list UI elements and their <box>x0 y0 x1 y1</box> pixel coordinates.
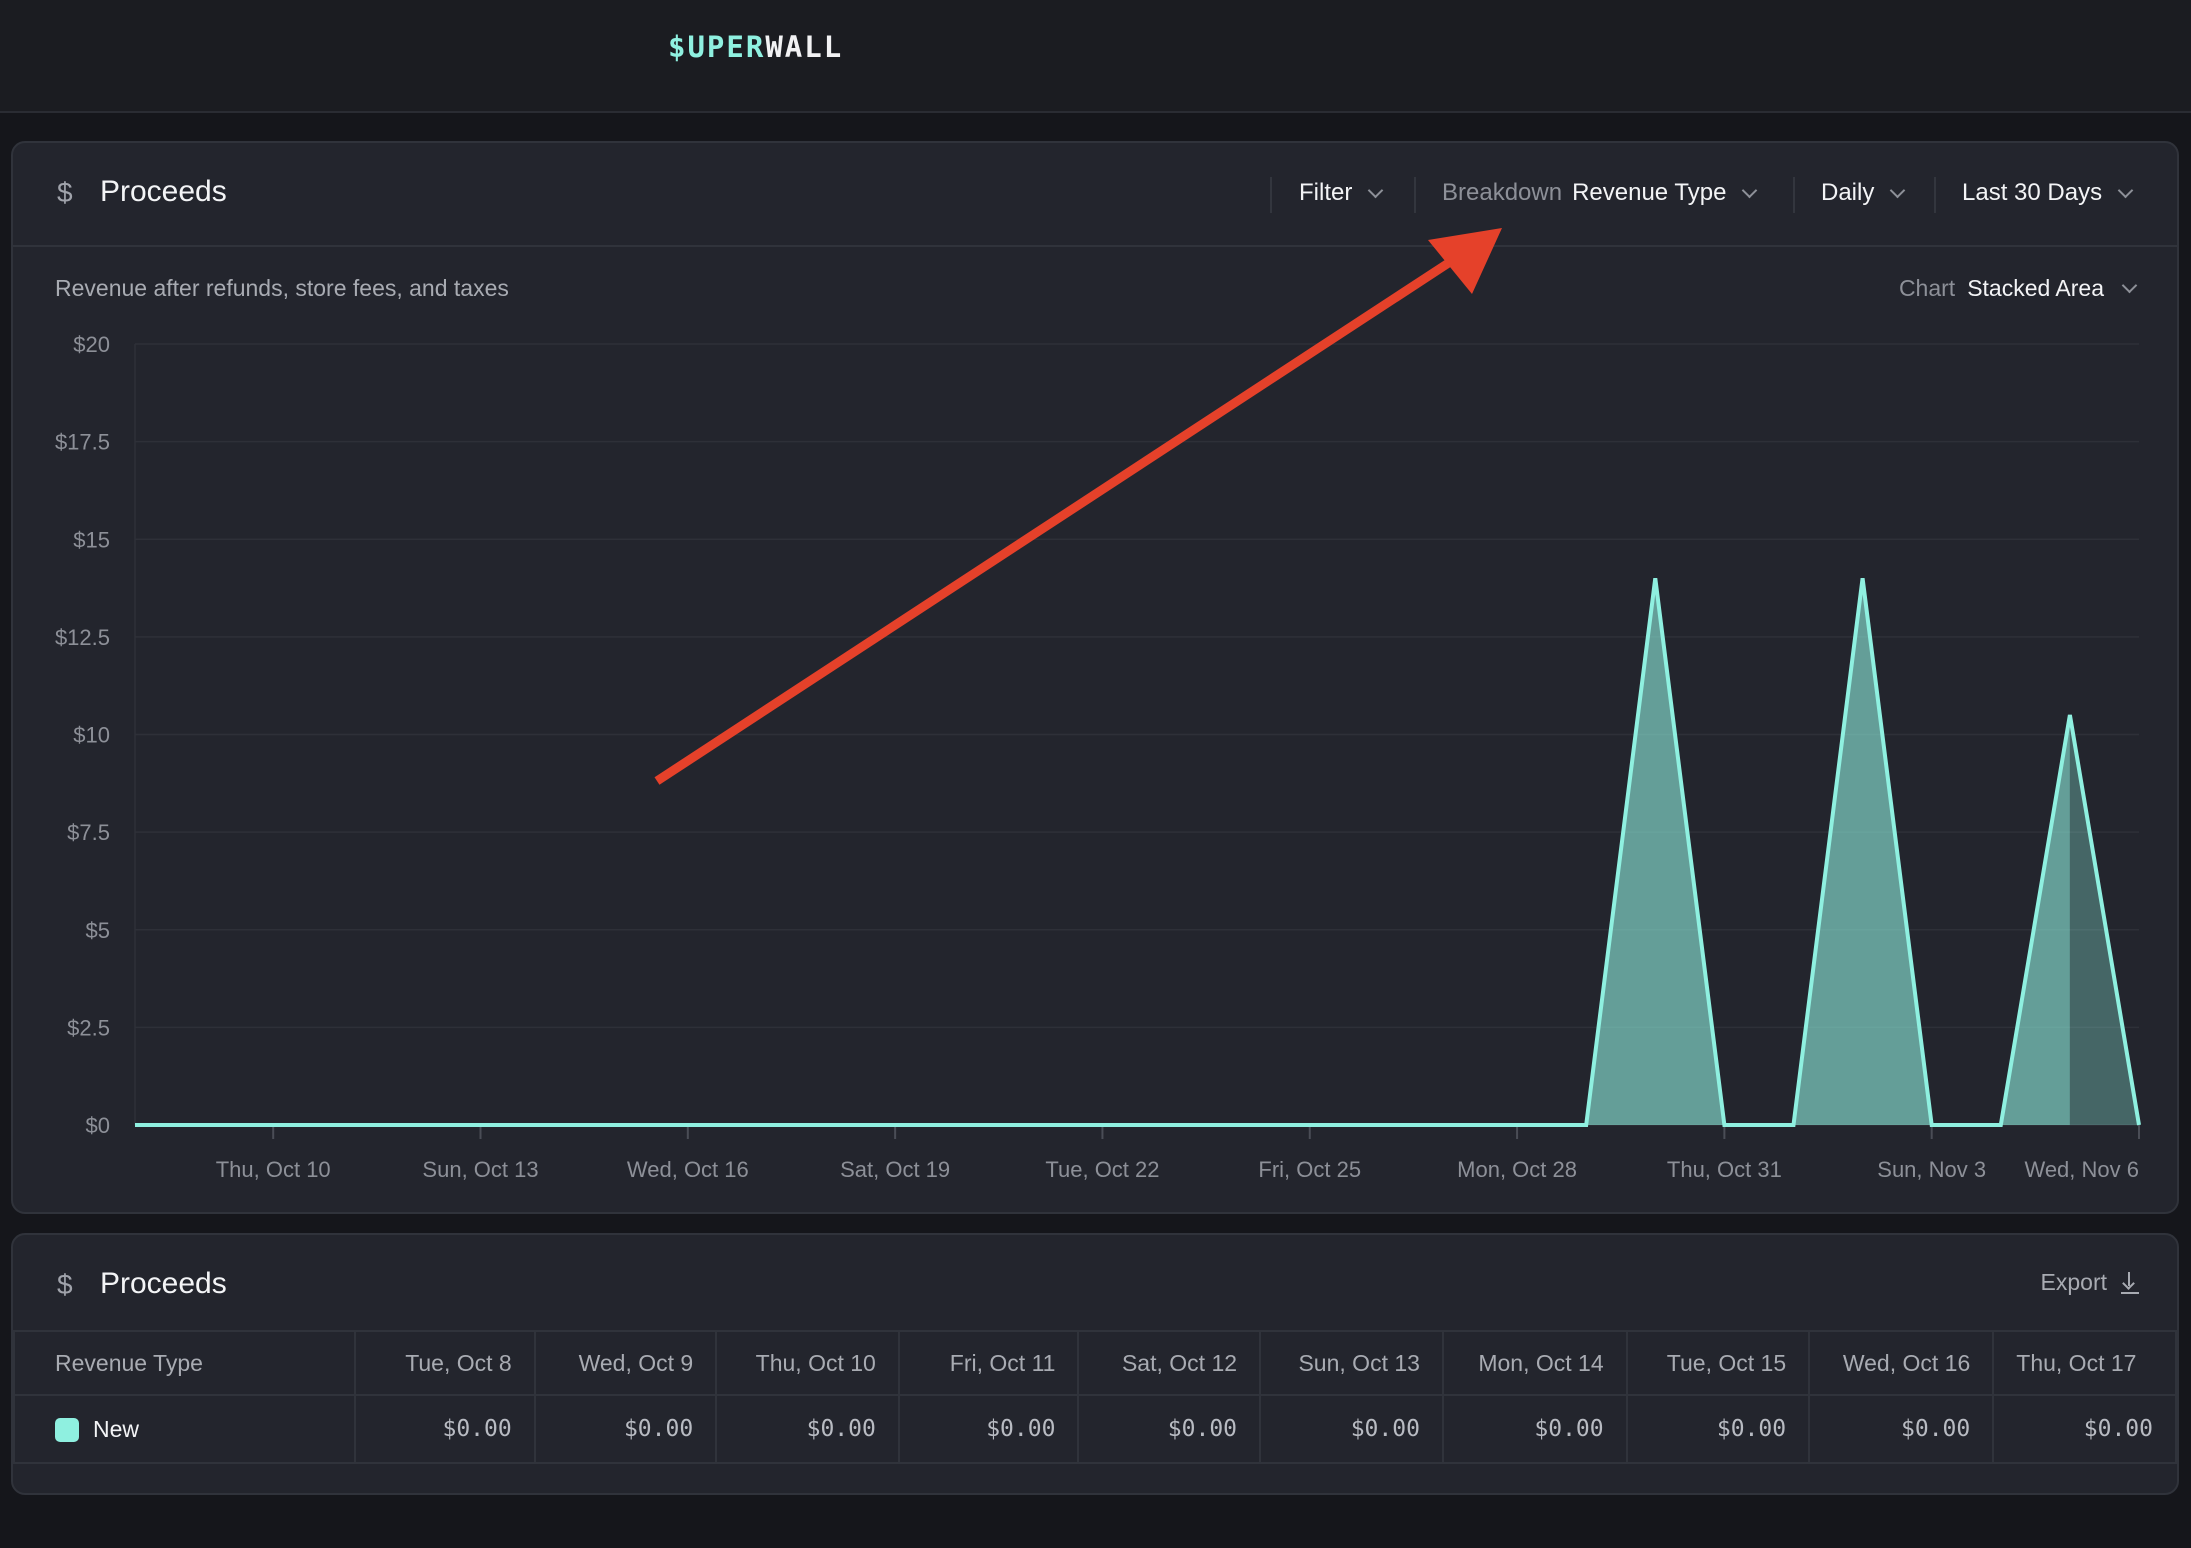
date-range-value: Last 30 Days <box>1962 179 2103 206</box>
y-tick-label: $2.5 <box>67 1015 110 1040</box>
table-header-row: Revenue Type Tue, Oct 8 Wed, Oct 9 Thu, Oct… <box>13 1330 2177 1396</box>
y-tick-label: $20 <box>73 332 110 357</box>
x-tick-label: Wed, Oct 16 <box>627 1157 749 1182</box>
chart-subtitle: Revenue after refunds, store fees, and t… <box>55 275 509 301</box>
column-header-revenue-type[interactable]: Revenue Type <box>13 1330 356 1396</box>
value-cell: $0.00 <box>1625 1394 1811 1464</box>
column-header-date[interactable]: Tue, Oct 15 <box>1625 1330 1811 1396</box>
y-tick-label: $5 <box>86 918 110 943</box>
row-label-cell: New <box>13 1394 356 1464</box>
breakdown-value: Revenue Type <box>1572 179 1727 206</box>
column-header-date[interactable]: Fri, Oct 11 <box>897 1330 1080 1396</box>
y-tick-label: $0 <box>86 1113 110 1138</box>
dollar-icon: $ <box>57 1269 73 1300</box>
x-tick-label: Sun, Oct 13 <box>422 1157 538 1182</box>
column-header-date[interactable]: Mon, Oct 14 <box>1441 1330 1628 1396</box>
filter-label: Filter <box>1299 179 1353 206</box>
superwall-logo[interactable]: $UPERWALL <box>668 30 844 64</box>
export-label: Export <box>2040 1269 2107 1295</box>
x-tick-label: Fri, Oct 25 <box>1258 1157 1361 1182</box>
column-header-date[interactable]: Sun, Oct 13 <box>1259 1330 1444 1396</box>
column-header-date[interactable]: Sat, Oct 12 <box>1077 1330 1262 1396</box>
column-header-date[interactable]: Thu, Oct 17 <box>1992 1330 2177 1396</box>
interval-value: Daily <box>1821 179 1875 206</box>
dollar-icon: $ <box>57 177 73 208</box>
value-cell: $0.00 <box>897 1394 1080 1464</box>
top-bar: $UPERWALL <box>0 0 2191 113</box>
column-header-date[interactable]: Tue, Oct 8 <box>353 1330 536 1396</box>
value-cell: $0.00 <box>1808 1394 1995 1464</box>
y-tick-label: $17.5 <box>55 430 110 455</box>
y-tick-label: $10 <box>73 723 110 748</box>
value-cell: $0.00 <box>533 1394 718 1464</box>
x-tick-label: Tue, Oct 22 <box>1045 1157 1159 1182</box>
proceeds-table: Revenue Type Tue, Oct 8 Wed, Oct 9 Thu, Oct… <box>13 1330 2177 1464</box>
series-line-new <box>135 578 2141 1127</box>
x-tick-label: Mon, Oct 28 <box>1457 1157 1577 1182</box>
chart-card-header: $ Proceeds Filter Breakdown Revenue Type … <box>13 143 2177 247</box>
area-fill <box>135 578 2070 1125</box>
card-title: Proceeds <box>100 175 227 208</box>
series-color-swatch[interactable] <box>55 1418 79 1443</box>
breakdown-dropdown[interactable]: Breakdown Revenue Type <box>1442 179 1758 207</box>
value-cell: $0.00 <box>1441 1394 1628 1464</box>
divider <box>1793 177 1795 213</box>
chart-type-value: Stacked Area <box>1967 275 2104 301</box>
table-card-header: $ Proceeds Export <box>13 1235 2177 1337</box>
breakdown-label: Breakdown <box>1442 179 1563 206</box>
filter-dropdown[interactable]: Filter <box>1299 179 1384 207</box>
stacked-area-chart[interactable]: $0 $2.5 $5 $7.5 $10 $12.5 $15 $17.5 $20 Thu, Oct … <box>13 143 2177 1212</box>
y-tick-label: $7.5 <box>67 820 110 845</box>
y-tick-label: $12.5 <box>55 625 110 650</box>
download-icon <box>2121 1271 2139 1294</box>
x-tick-label: Sat, Oct 19 <box>840 1157 950 1182</box>
interval-dropdown[interactable]: Daily <box>1821 179 1906 207</box>
divider <box>1934 177 1936 213</box>
chart-type-dropdown[interactable]: Chart Stacked Area <box>1898 275 2138 302</box>
value-cell: $0.00 <box>1259 1394 1444 1464</box>
value-cell: $0.00 <box>1077 1394 1262 1464</box>
value-cell: $0.00 <box>715 1394 900 1464</box>
value-cell: $0.00 <box>353 1394 536 1464</box>
column-header-date[interactable]: Thu, Oct 10 <box>715 1330 900 1396</box>
column-header-date[interactable]: Wed, Oct 16 <box>1808 1330 1995 1396</box>
proceeds-chart-card: $ Proceeds Filter Breakdown Revenue Type … <box>11 141 2179 1214</box>
x-tick-label: Sun, Nov 3 <box>1877 1157 1986 1182</box>
card-title: Proceeds <box>100 1267 227 1300</box>
x-tick-label: Wed, Nov 6 <box>2024 1157 2139 1182</box>
divider <box>1270 177 1272 213</box>
value-cell: $0.00 <box>1992 1394 2177 1464</box>
column-header-date[interactable]: Wed, Oct 9 <box>533 1330 718 1396</box>
proceeds-table-card: $ Proceeds Export Revenue Type Tue, Oct 8… <box>11 1233 2179 1495</box>
date-range-dropdown[interactable]: Last 30 Days <box>1962 179 2134 207</box>
export-button[interactable]: Export <box>2040 1269 2139 1296</box>
row-label: New <box>93 1415 140 1442</box>
divider <box>1414 177 1416 213</box>
y-tick-label: $15 <box>73 527 110 552</box>
table-row: New $0.00 $0.00 $0.00 $0.00 $0.00 $0.00 $0.00 $0… <box>13 1394 2177 1464</box>
x-tick-label: Thu, Oct 10 <box>216 1157 331 1182</box>
x-tick-label: Thu, Oct 31 <box>1667 1157 1782 1182</box>
chart-type-label: Chart <box>1898 275 1956 301</box>
